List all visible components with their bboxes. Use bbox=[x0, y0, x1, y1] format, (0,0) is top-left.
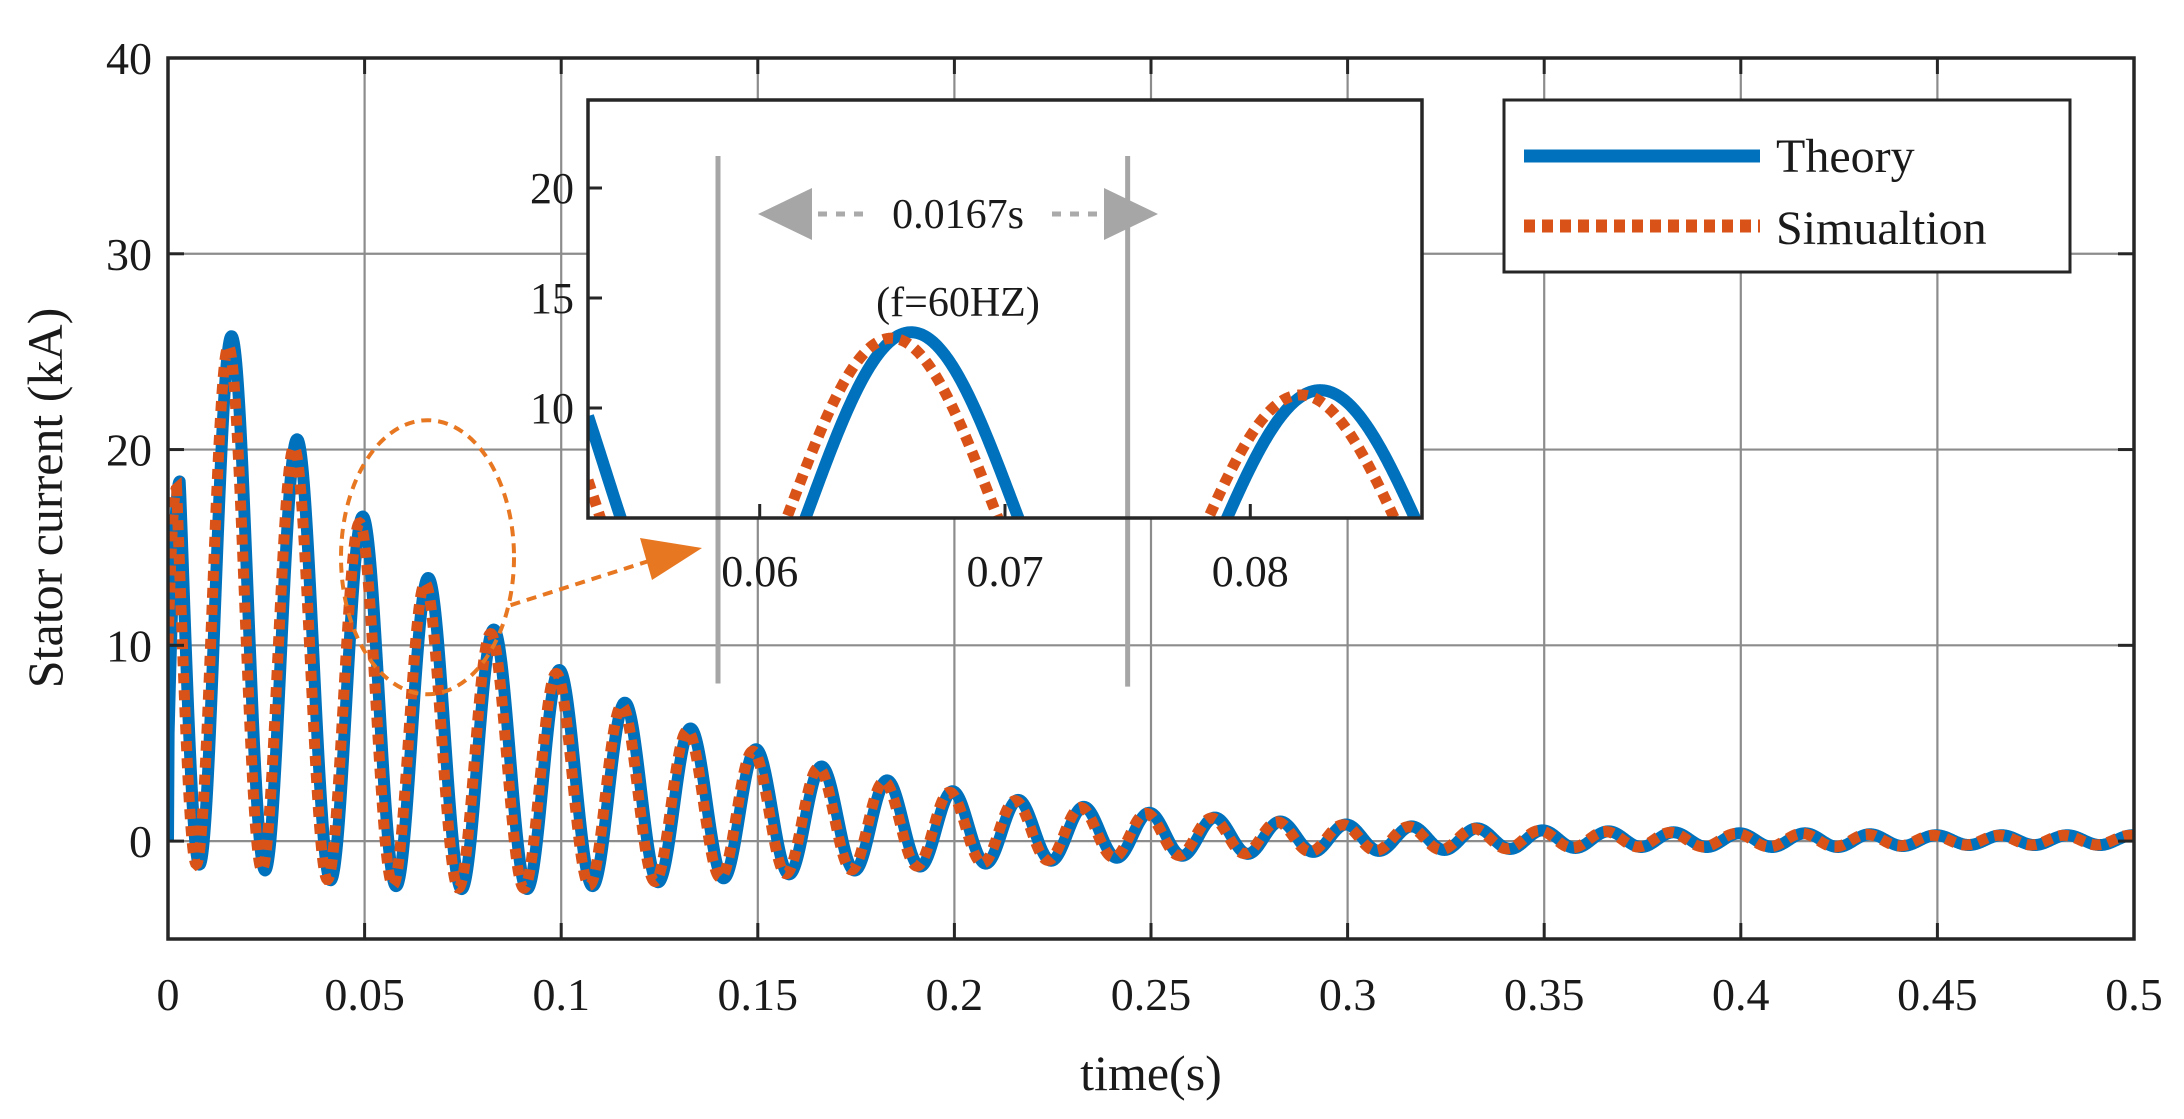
zoom-arrow-head-icon bbox=[640, 538, 702, 580]
inset-y-tick-label: 20 bbox=[530, 164, 574, 213]
inset-xtick-labels: 0.06 0.07 0.08 bbox=[721, 547, 1289, 596]
x-tick-label: 0.4 bbox=[1712, 969, 1770, 1020]
x-tick-label: 0.35 bbox=[1504, 969, 1585, 1020]
x-tick-label: 0 bbox=[157, 969, 180, 1020]
period-value-label: 0.0167s bbox=[892, 192, 1024, 238]
legend-label-simulation: Simualtion bbox=[1776, 202, 1987, 255]
period-annotation: 0.0167s (f=60HZ) bbox=[758, 188, 1158, 326]
x-tick-label: 0.1 bbox=[532, 969, 590, 1020]
period-label-bg bbox=[868, 190, 1048, 238]
inset-y-tick-label: 15 bbox=[530, 274, 574, 323]
inset-x-tick-label: 0.08 bbox=[1212, 547, 1289, 596]
series-simulation-line bbox=[168, 339, 2134, 894]
legend: Theory Simualtion bbox=[1502, 98, 2072, 274]
main-series-group bbox=[168, 330, 2134, 896]
inset-x-tick-label: 0.07 bbox=[967, 547, 1044, 596]
period-arrow-left-icon bbox=[758, 188, 812, 240]
inset-ticks bbox=[588, 186, 1252, 518]
x-tick-label: 0.5 bbox=[2105, 969, 2163, 1020]
y-tick-label: 20 bbox=[106, 425, 152, 476]
period-arrow-right-icon bbox=[1104, 188, 1158, 240]
x-tick-label: 0.3 bbox=[1319, 969, 1377, 1020]
x-tick-label: 0.15 bbox=[718, 969, 799, 1020]
y-axis-label: Stator current (kA) bbox=[17, 308, 73, 688]
inset-series-group bbox=[588, 326, 1422, 518]
y-tick-label: 10 bbox=[106, 620, 152, 671]
inset-y-tick-label: 10 bbox=[530, 384, 574, 433]
main-ytick-labels: 0 10 20 30 40 bbox=[106, 33, 152, 867]
x-tick-label: 0.45 bbox=[1897, 969, 1978, 1020]
zoom-ellipse bbox=[339, 418, 517, 697]
main-xtick-labels: 0 0.05 0.1 0.15 0.2 0.25 0.3 0.35 0.4 0.45 0.5 bbox=[157, 969, 2163, 1020]
inset-x-tick-label: 0.06 bbox=[721, 547, 798, 596]
frequency-label: (f=60HZ) bbox=[876, 280, 1040, 326]
inset-ytick-labels: 10 15 20 bbox=[530, 164, 574, 433]
y-tick-label: 30 bbox=[106, 229, 152, 280]
inset-background bbox=[588, 100, 1422, 518]
x-axis-label: time(s) bbox=[1080, 1045, 1222, 1101]
inset-series-simulation-line bbox=[588, 332, 1401, 518]
inset-series-theory-line bbox=[588, 326, 1422, 518]
legend-label-theory: Theory bbox=[1776, 130, 1915, 183]
x-tick-label: 0.2 bbox=[926, 969, 984, 1020]
zoom-arrow-line bbox=[509, 558, 653, 608]
main-ticks bbox=[166, 56, 2136, 939]
x-tick-label: 0.05 bbox=[324, 969, 405, 1020]
zoom-callout bbox=[339, 418, 702, 697]
legend-box bbox=[1502, 98, 2072, 274]
inset-marker-lines bbox=[715, 156, 1131, 687]
y-tick-label: 40 bbox=[106, 33, 152, 84]
x-tick-label: 0.25 bbox=[1111, 969, 1192, 1020]
y-tick-label: 0 bbox=[129, 816, 152, 867]
